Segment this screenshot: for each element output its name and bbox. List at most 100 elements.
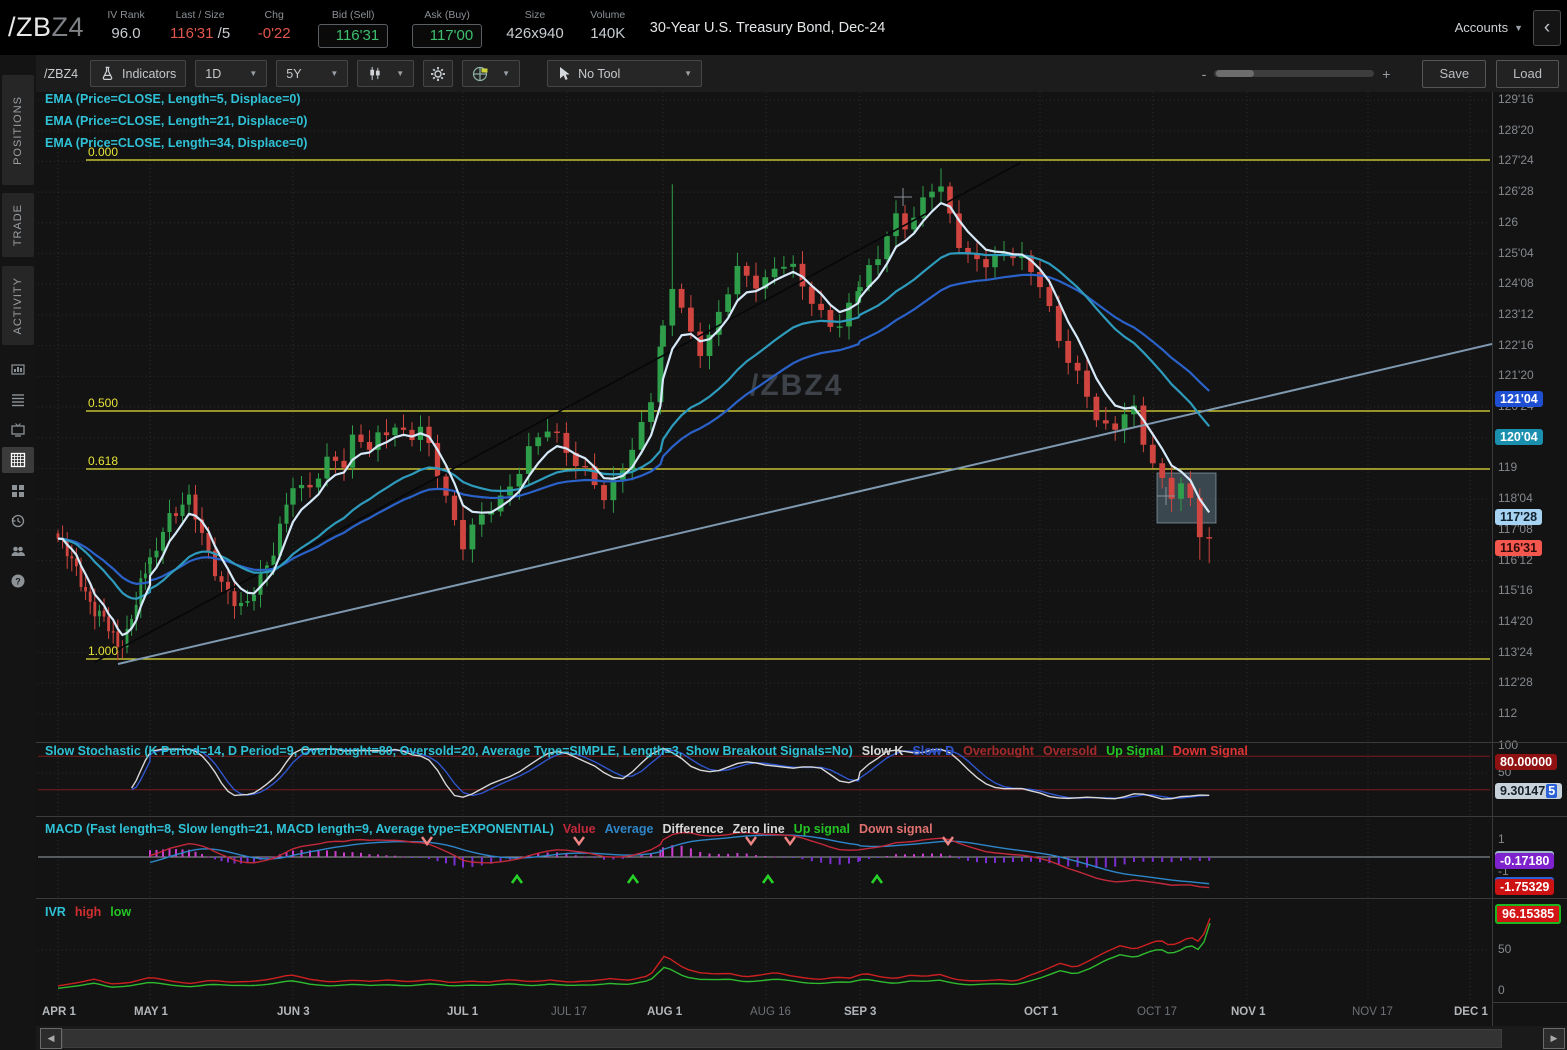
quote-field-iv-rank: IV Rank 96.0 [106, 8, 146, 44]
stoch-bubble: 9.30147 5 [1495, 783, 1563, 799]
time-axis-label: DEC 1 [1454, 1006, 1488, 1018]
symbol-title: /ZBZ4 [8, 12, 84, 43]
load-button[interactable]: Load [1496, 59, 1559, 88]
chevron-down-icon: ▼ [502, 69, 511, 78]
chart-type-dropdown[interactable]: ▼ [357, 60, 415, 87]
sidebar-dashboard-icon[interactable] [2, 478, 34, 504]
sidebar-community-icon[interactable] [2, 538, 34, 564]
range-value: 5Y [286, 66, 302, 81]
sidebar-history-icon[interactable] [2, 508, 34, 534]
price-axis-label: 123'12 [1498, 306, 1534, 321]
symbol-suffix: Z4 [51, 12, 85, 42]
chevron-down-icon: ▼ [249, 69, 258, 78]
indicators-button[interactable]: Indicators [90, 60, 187, 87]
price-axis-label: 113'24 [1498, 644, 1533, 659]
ivr-panel[interactable] [36, 898, 1492, 1002]
scroll-left-button[interactable]: ◀ [40, 1028, 62, 1049]
time-axis-label: MAY 1 [134, 1006, 168, 1018]
charts-icon [10, 452, 26, 468]
chevron-down-icon: ▼ [684, 69, 693, 78]
zoom-slider[interactable] [1214, 70, 1375, 77]
price-axis-label: 121'20 [1498, 368, 1534, 383]
save-button[interactable]: Save [1422, 59, 1487, 88]
stochastic-panel[interactable] [36, 742, 1492, 816]
chart-grid-icon [473, 66, 488, 81]
chevron-down-icon: ▼ [1514, 22, 1523, 33]
instrument-description: 30-Year U.S. Treasury Bond, Dec-24 [649, 19, 886, 36]
scrollbar-track[interactable] [62, 1029, 1502, 1048]
drawing-tool-value: No Tool [578, 66, 621, 81]
sidebar-tab-positions[interactable]: POSITIONS [2, 75, 34, 185]
flask-icon [102, 66, 113, 81]
time-axis-label: AUG 1 [647, 1006, 683, 1018]
aggregation-value: 1D [205, 66, 222, 81]
price-axis[interactable]: 129'16 128'20 127'24 126'28 126 125'04 124'08 1… [1492, 92, 1567, 1026]
collapse-panel-button[interactable]: ‹ [1533, 9, 1561, 46]
chart-settings-button[interactable] [423, 60, 454, 87]
sidebar-charts-icon[interactable] [2, 447, 34, 473]
chart-grid-dropdown[interactable]: ▼ [462, 60, 521, 87]
aggregation-dropdown[interactable]: 1D ▼ [195, 60, 268, 87]
panel-divider [36, 816, 1567, 817]
stoch-axis-label: 100 [1498, 738, 1519, 752]
field-label: Ask (Buy) [424, 8, 470, 21]
symbol-root: /ZB [8, 12, 52, 42]
zoom-out-button[interactable]: - [1201, 65, 1207, 82]
sidebar-help-icon[interactable]: ? [2, 568, 34, 594]
arrow-right-icon: ▶ [1550, 1033, 1558, 1043]
quote-field-bid-sell-: Bid (Sell) 116'31 [318, 8, 389, 48]
left-sidebar: POSITIONS TRADE ACTIVITY? [0, 55, 36, 1050]
sidebar-tv-icon[interactable] [2, 417, 34, 443]
time-axis-label: OCT 17 [1137, 1006, 1178, 1018]
price-axis-label: 118'04 [1498, 491, 1533, 506]
time-axis-label: NOV 17 [1352, 1006, 1393, 1018]
quote-box[interactable]: 117'00 [412, 23, 483, 48]
price-axis-label: 125'04 [1498, 245, 1534, 260]
chevron-down-icon: ▼ [330, 69, 339, 78]
sidebar-tab-trade[interactable]: TRADE [2, 193, 34, 257]
chart-toolbar: /ZBZ4 Indicators 1D ▼ 5Y ▼ ▼ [36, 55, 1567, 93]
field-label: Bid (Sell) [331, 8, 375, 21]
ivr-axis-label: 50 [1498, 942, 1512, 956]
candlestick-chart-icon [370, 66, 380, 81]
svg-text:?: ? [15, 576, 21, 586]
quote-box[interactable]: 116'31 [318, 23, 389, 48]
price-axis-label: 129'16 [1498, 92, 1534, 106]
community-icon [11, 546, 25, 556]
sidebar-watchlist-icon[interactable] [2, 387, 34, 413]
indicators-label: Indicators [122, 66, 177, 81]
panel-divider [36, 898, 1567, 899]
quote-field-volume: Volume 140K [588, 8, 628, 44]
zoom-in-button[interactable]: + [1382, 65, 1391, 82]
stoch-bubble: 80.00000 [1495, 754, 1558, 770]
scroll-right-button[interactable]: ▶ [1543, 1028, 1565, 1049]
cursor-icon [560, 67, 570, 80]
sidebar-news-chart-icon[interactable] [2, 357, 34, 383]
macd-axis-label: -1 [1498, 864, 1509, 878]
time-axis[interactable]: APR 1 MAY 1 JUN 3 JUL 1 JUL 17 AUG 1 AUG 16 SEP… [36, 1002, 1492, 1026]
sidebar-tab-label: TRADE [12, 203, 24, 247]
time-axis-label: JUN 3 [277, 1006, 310, 1018]
main-chart-canvas[interactable]: /ZBZ4 [36, 92, 1492, 742]
history-icon [11, 514, 25, 528]
time-axis-label: OCT 1 [1024, 1006, 1058, 1018]
zoom-slider-thumb[interactable] [1216, 70, 1255, 77]
price-axis-label: 126'28 [1498, 184, 1534, 199]
price-axis-label: 112'28 [1498, 675, 1533, 690]
price-bubble: 120'04 [1495, 429, 1543, 445]
field-label: Chg [264, 8, 284, 21]
watchlist-icon [12, 394, 24, 407]
chevron-down-icon: ▼ [396, 69, 405, 78]
tv-icon [11, 423, 25, 437]
drawing-tool-dropdown[interactable]: No Tool ▼ [547, 60, 703, 87]
price-axis-label: 112 [1498, 706, 1518, 720]
macd-panel[interactable] [36, 816, 1492, 898]
news-chart-icon [11, 364, 25, 375]
sidebar-tab-activity[interactable]: ACTIVITY [2, 266, 34, 345]
panel-divider [36, 742, 1567, 743]
zoom-control: - + [1202, 66, 1391, 82]
range-dropdown[interactable]: 5Y ▼ [276, 60, 349, 87]
accounts-menu[interactable]: Accounts ▼ [1455, 20, 1523, 35]
ivr-axis-label: 0 [1498, 983, 1505, 997]
field-value: 426x940 [506, 24, 564, 42]
